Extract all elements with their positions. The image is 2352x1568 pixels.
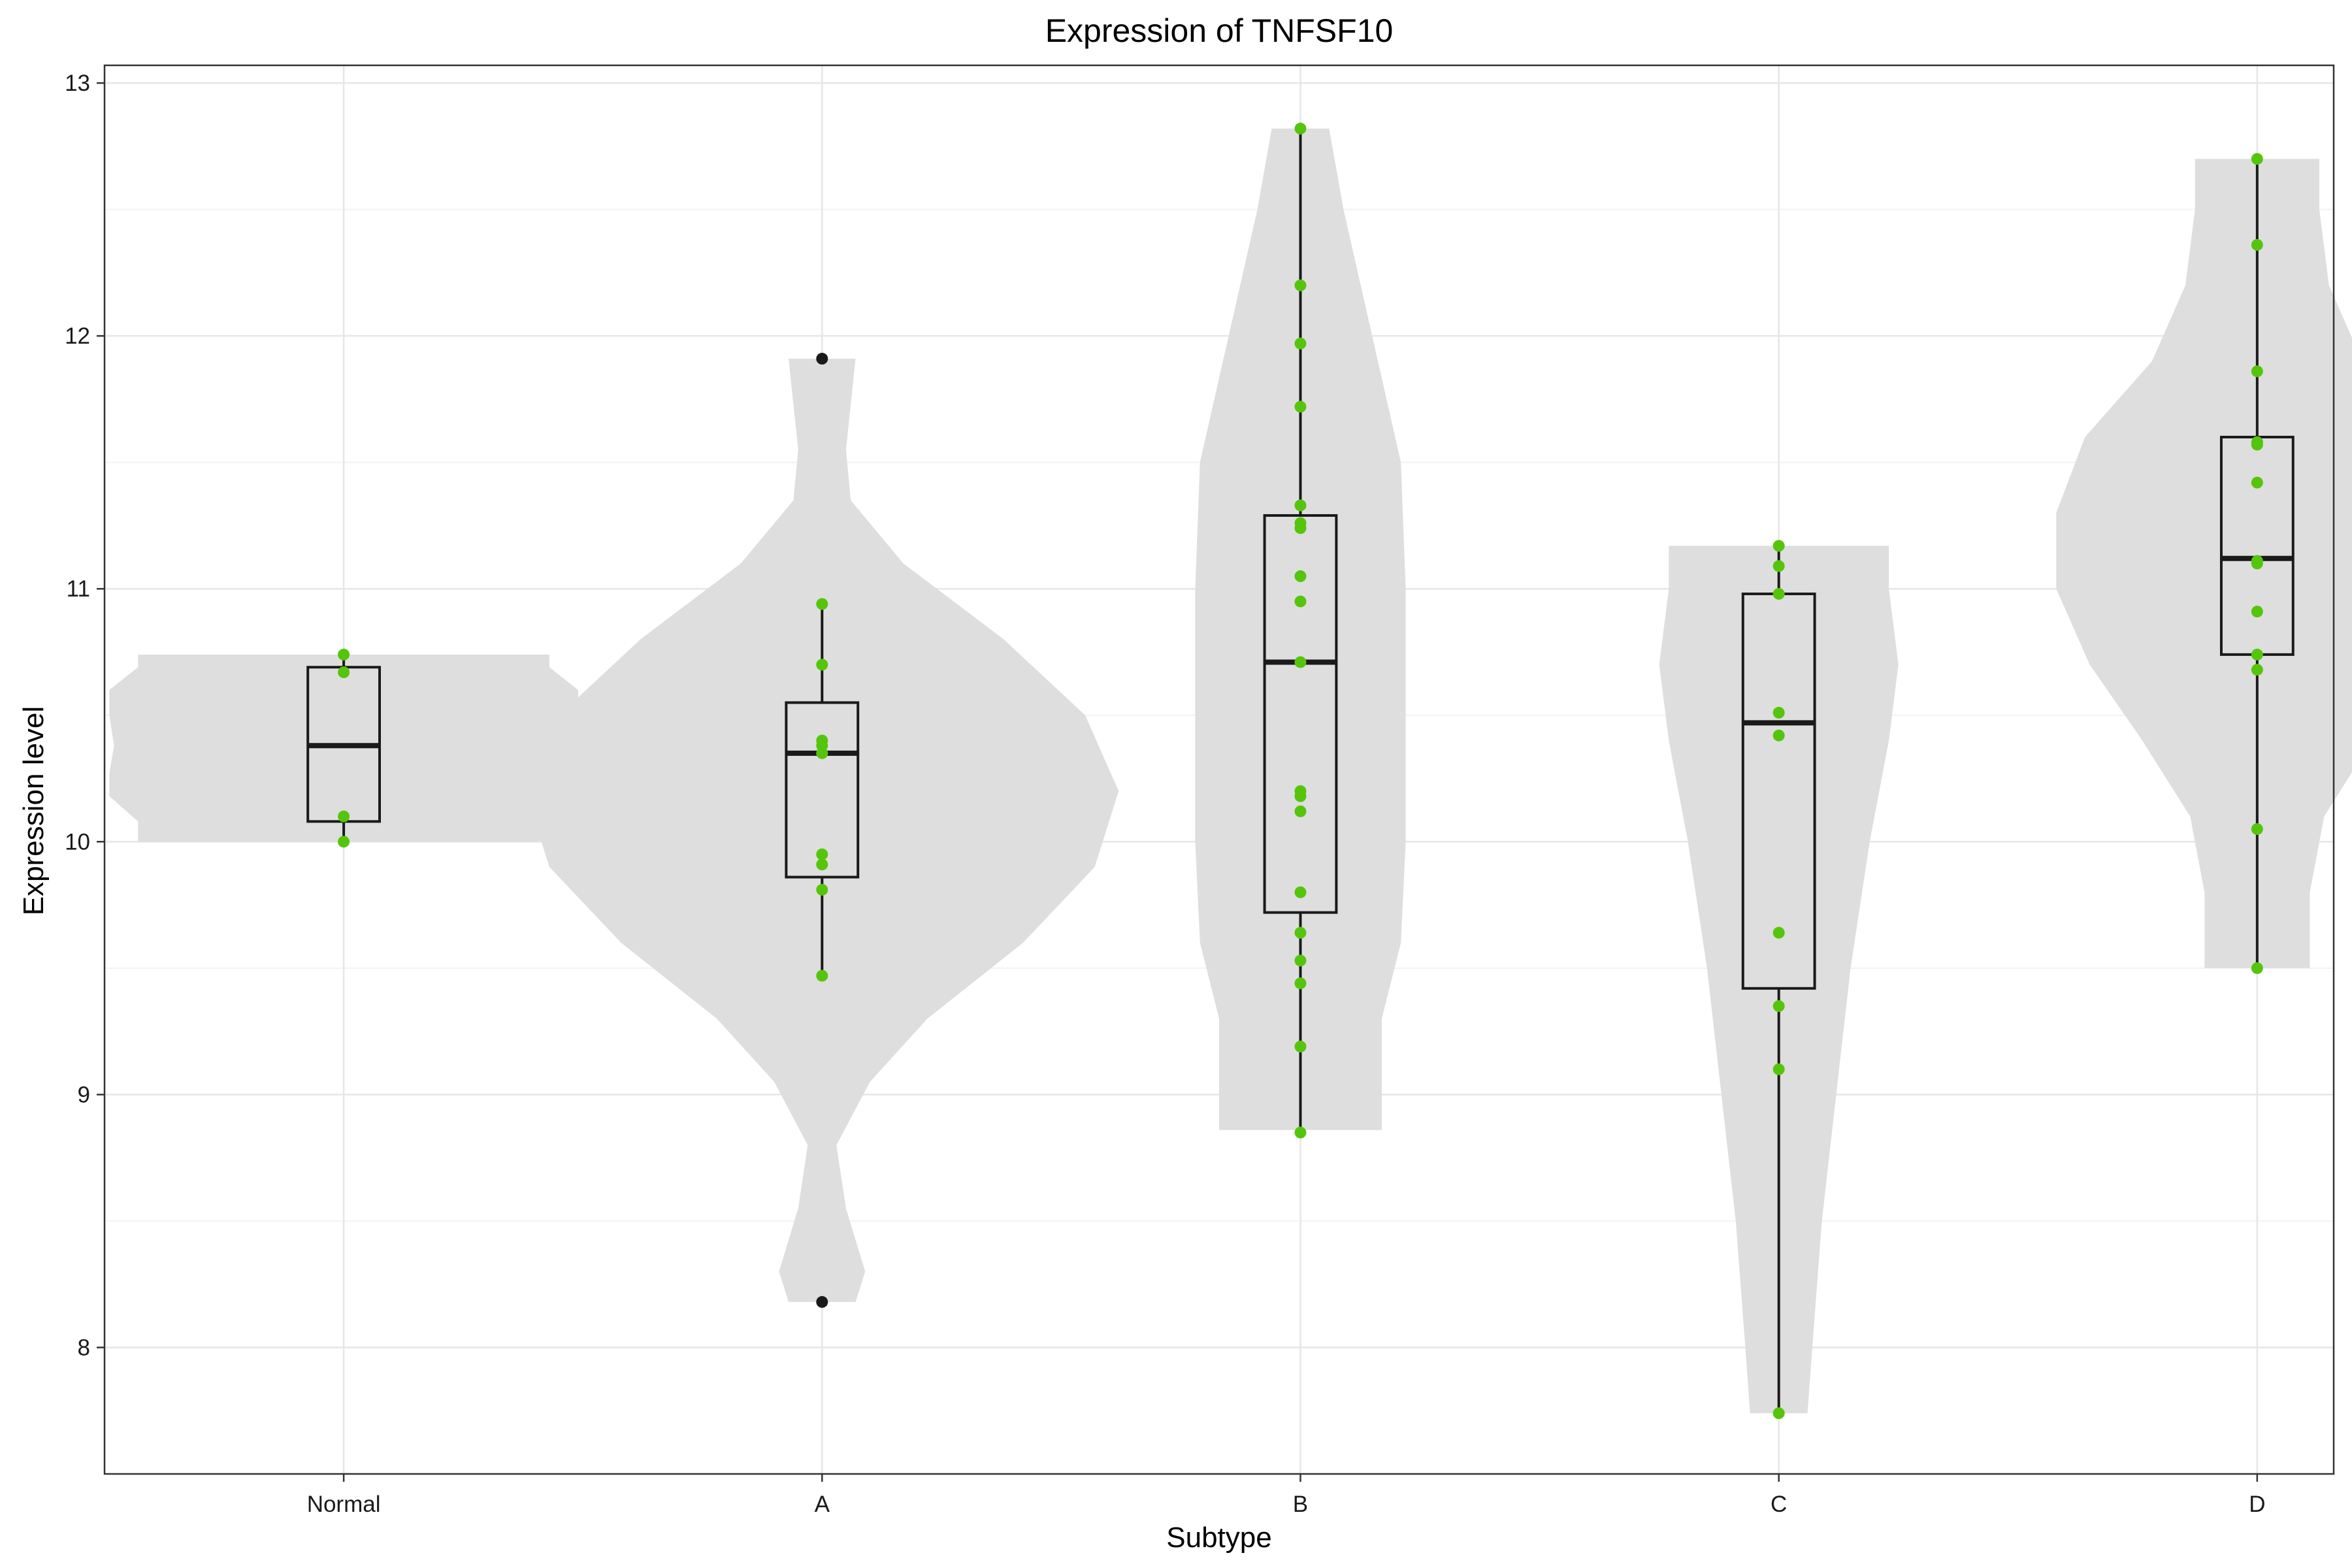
data-point	[1772, 706, 1785, 719]
x-tick-label: Normal	[307, 1492, 381, 1517]
panel-border	[103, 64, 2335, 1475]
data-point	[816, 848, 828, 860]
violin-d	[2056, 159, 2352, 968]
y-tick-label: 12	[65, 323, 90, 349]
outlier-point	[816, 1296, 828, 1308]
data-point	[2251, 438, 2263, 451]
data-point	[2251, 476, 2263, 489]
data-point	[1294, 886, 1307, 898]
x-tick-label: C	[1771, 1492, 1787, 1517]
data-point	[816, 598, 828, 610]
data-point	[338, 836, 350, 848]
box-a	[785, 701, 860, 879]
data-point	[2251, 648, 2263, 661]
data-point	[338, 666, 350, 678]
data-point	[2251, 557, 2263, 570]
data-point	[2251, 238, 2263, 251]
data-point	[816, 970, 828, 982]
y-tick-label: 10	[65, 829, 90, 855]
data-point	[2251, 153, 2263, 165]
y-tick-label: 11	[67, 576, 90, 602]
outlier-point	[816, 353, 828, 365]
data-point	[816, 883, 828, 896]
data-points	[338, 122, 2263, 1420]
data-point	[1294, 926, 1307, 939]
y-tick-label: 8	[78, 1335, 90, 1360]
violins	[109, 128, 2352, 1414]
data-point	[1772, 540, 1785, 552]
data-point	[2251, 365, 2263, 378]
box-b	[1263, 514, 1338, 914]
y-tick-label: 13	[65, 71, 90, 96]
data-point	[1772, 1063, 1785, 1075]
data-point	[1294, 977, 1307, 990]
data-point	[1772, 1407, 1785, 1420]
data-point	[1294, 279, 1307, 291]
violin-c	[1659, 546, 1899, 1414]
x-axis-label: Subtype	[1166, 1522, 1271, 1554]
chart-title: Expression of TNFSF10	[1045, 12, 1394, 49]
data-point	[1294, 955, 1307, 967]
data-point	[1294, 595, 1307, 608]
data-point	[1294, 522, 1307, 534]
data-point	[2251, 664, 2263, 676]
data-point	[1294, 499, 1307, 512]
data-point	[1294, 805, 1307, 817]
data-point	[1294, 400, 1307, 413]
data-point	[1294, 122, 1307, 135]
data-point	[338, 810, 350, 823]
data-point	[1294, 570, 1307, 582]
data-point	[816, 858, 828, 871]
data-point	[1772, 729, 1785, 742]
y-axis-label: Expression level	[18, 706, 50, 915]
data-point	[1772, 1000, 1785, 1012]
data-point	[816, 659, 828, 671]
data-point	[1772, 587, 1785, 600]
x-tick-label: D	[2249, 1492, 2265, 1517]
y-tick-label: 9	[78, 1082, 90, 1107]
data-point	[2251, 606, 2263, 618]
x-tick-label: A	[815, 1492, 830, 1517]
x-tick-label: B	[1293, 1492, 1308, 1517]
violin-b	[1195, 128, 1406, 1130]
axes: 8 9 10 11 12 13 Normal A B C D	[65, 64, 2335, 1517]
data-point	[1772, 560, 1785, 572]
data-point	[1294, 790, 1307, 802]
data-point	[1772, 926, 1785, 939]
data-point	[338, 648, 350, 661]
data-point	[1294, 1040, 1307, 1053]
data-point	[1294, 337, 1307, 350]
data-point	[2251, 823, 2263, 835]
data-point	[2251, 962, 2263, 974]
violin-a	[525, 359, 1119, 1302]
data-point	[816, 747, 828, 759]
data-point	[1294, 1126, 1307, 1139]
data-point	[1294, 656, 1307, 668]
